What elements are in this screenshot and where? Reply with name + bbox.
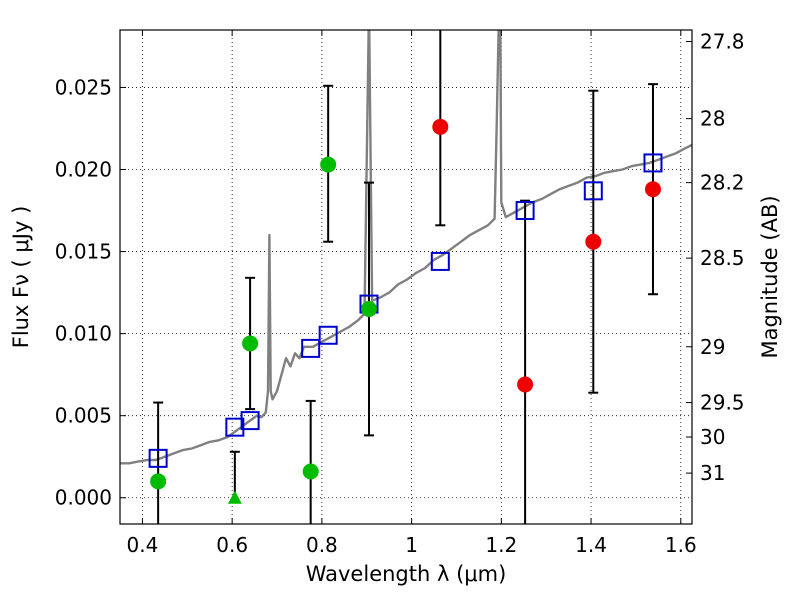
optical-point bbox=[320, 156, 337, 173]
y2-tick-label: 30 bbox=[700, 425, 725, 449]
optical-point bbox=[360, 301, 377, 318]
x-tick-label: 1.6 bbox=[665, 533, 697, 557]
model-photometry-point bbox=[643, 153, 663, 173]
nir-point bbox=[585, 233, 602, 250]
y2-tick-label: 29 bbox=[700, 335, 725, 359]
model-photometry-point bbox=[225, 417, 245, 437]
x-tick-label: 1.4 bbox=[575, 533, 607, 557]
nir-point bbox=[644, 181, 661, 198]
y2-tick-label: 28.5 bbox=[700, 246, 745, 270]
model-photometry-point bbox=[318, 325, 338, 345]
plot-data bbox=[120, 30, 692, 524]
y2-tick-label: 28.2 bbox=[700, 171, 745, 195]
y-tick-label: 0.020 bbox=[55, 158, 112, 182]
y2-tick-label: 28 bbox=[700, 107, 725, 131]
upper-limit-point bbox=[227, 490, 242, 504]
x-tick-label: 1 bbox=[405, 533, 418, 557]
model-photometry-point bbox=[301, 338, 321, 358]
grid bbox=[120, 30, 692, 524]
model-photometry-point bbox=[583, 181, 603, 201]
x-tick-label: 0.6 bbox=[216, 533, 248, 557]
x-tick-label: 1.2 bbox=[485, 533, 517, 557]
y-tick-label: 0.000 bbox=[55, 486, 112, 510]
y2-tick-label: 31 bbox=[700, 461, 725, 485]
x-axis-label: Wavelength λ (μm) bbox=[306, 562, 507, 586]
model-photometry-point bbox=[148, 448, 168, 468]
model-sed-line bbox=[120, 30, 692, 465]
y2-tick-label: 29.5 bbox=[700, 391, 745, 415]
model-photometry-point bbox=[515, 201, 535, 221]
x-tick-label: 0.4 bbox=[127, 533, 159, 557]
y2-tick-label: 27.8 bbox=[700, 29, 745, 53]
y-tick-label: 0.010 bbox=[55, 322, 112, 346]
model-photometry-point bbox=[240, 411, 260, 431]
y-tick-label: 0.005 bbox=[55, 404, 112, 428]
y-tick-label: 0.015 bbox=[55, 240, 112, 264]
optical-point bbox=[242, 335, 259, 352]
nir-point bbox=[432, 118, 449, 135]
axis-ticks: 0.4 0.6 0.8 1 1.2 1.4 1.6 0.000 0.005 0.010 0.015 0… bbox=[55, 29, 745, 557]
nir-point bbox=[517, 376, 534, 393]
model-photometry-point bbox=[430, 251, 450, 271]
plot-frame bbox=[119, 29, 693, 525]
y-axis-label: Flux Fν ( μJy ) bbox=[9, 206, 33, 349]
optical-point bbox=[302, 463, 319, 480]
optical-point bbox=[150, 473, 167, 490]
y-tick-label: 0.025 bbox=[55, 75, 112, 99]
y2-axis-label: Magnitude (AB) bbox=[758, 195, 782, 358]
x-tick-label: 0.8 bbox=[306, 533, 338, 557]
